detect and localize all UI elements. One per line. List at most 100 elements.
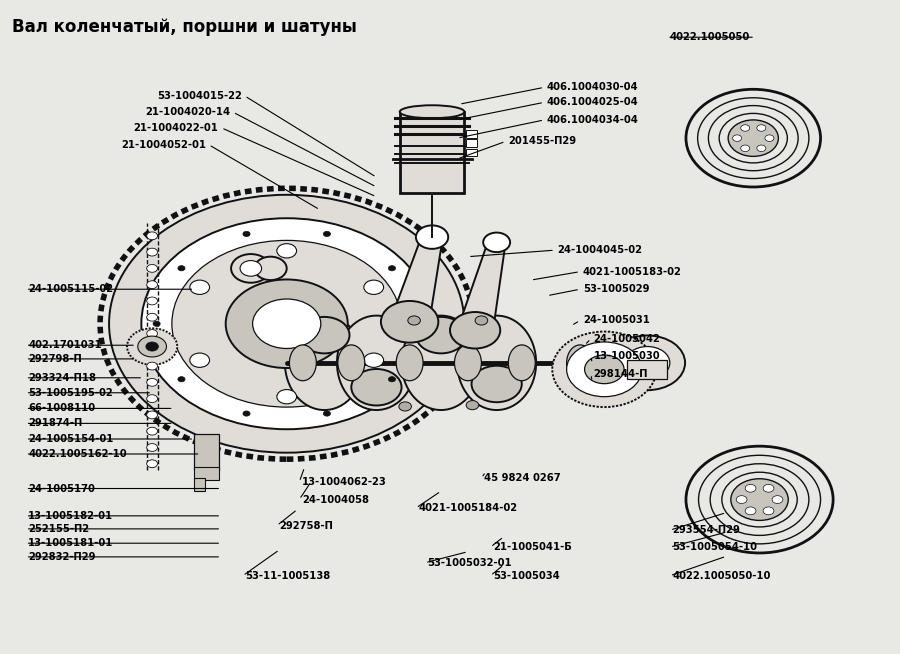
Ellipse shape [401, 316, 481, 410]
Text: 53-1005034: 53-1005034 [493, 571, 560, 581]
Circle shape [178, 266, 185, 271]
Circle shape [226, 279, 347, 368]
Text: 21-1005041-Б: 21-1005041-Б [493, 542, 572, 552]
Bar [466, 139, 477, 146]
Circle shape [147, 232, 158, 240]
Ellipse shape [290, 345, 316, 381]
Circle shape [585, 355, 624, 384]
Circle shape [323, 232, 330, 237]
Circle shape [147, 346, 158, 354]
Circle shape [728, 120, 778, 156]
Bar [400, 112, 464, 193]
Circle shape [147, 443, 158, 451]
Polygon shape [457, 243, 506, 330]
Text: 406.1004030-04: 406.1004030-04 [547, 82, 638, 92]
Circle shape [475, 316, 488, 325]
Bar [194, 434, 220, 470]
Circle shape [146, 342, 158, 351]
Text: Вал коленчатый, поршни и шатуны: Вал коленчатый, поршни и шатуны [13, 18, 357, 36]
Text: 292758-П: 292758-П [280, 521, 333, 530]
Circle shape [472, 366, 522, 402]
Polygon shape [390, 237, 443, 322]
Circle shape [190, 353, 210, 368]
Text: 252155-П2: 252155-П2 [28, 524, 89, 534]
Text: 53-1005029: 53-1005029 [583, 284, 649, 294]
Ellipse shape [338, 345, 364, 381]
Circle shape [138, 336, 166, 357]
Circle shape [253, 299, 320, 349]
Circle shape [763, 485, 774, 492]
Text: 13-1005181-01: 13-1005181-01 [28, 538, 113, 548]
Circle shape [147, 313, 158, 321]
Ellipse shape [567, 345, 594, 381]
Circle shape [745, 485, 756, 492]
Circle shape [450, 312, 500, 349]
Circle shape [609, 336, 685, 390]
Circle shape [741, 125, 750, 131]
Circle shape [255, 256, 287, 280]
Text: 21-1004020-14: 21-1004020-14 [145, 107, 230, 117]
Circle shape [351, 369, 401, 405]
Text: 406.1004025-04: 406.1004025-04 [547, 97, 639, 107]
Ellipse shape [508, 345, 536, 381]
Text: 24-1004045-02: 24-1004045-02 [558, 245, 643, 255]
Circle shape [109, 195, 464, 453]
Circle shape [364, 280, 383, 294]
Text: 291874-П: 291874-П [28, 419, 83, 428]
Bar [466, 130, 477, 138]
Ellipse shape [457, 316, 536, 410]
Ellipse shape [400, 105, 464, 118]
Text: 53-1005195-02: 53-1005195-02 [28, 388, 113, 398]
Ellipse shape [285, 316, 364, 410]
Circle shape [147, 281, 158, 288]
Text: 201455-П29: 201455-П29 [508, 137, 576, 146]
Text: 24-1005154-01: 24-1005154-01 [28, 434, 113, 444]
Circle shape [731, 479, 788, 521]
Bar [194, 478, 205, 491]
Circle shape [147, 460, 158, 468]
Circle shape [413, 321, 420, 326]
Text: 402.1701031: 402.1701031 [28, 340, 102, 351]
Ellipse shape [396, 345, 423, 381]
Circle shape [147, 297, 158, 305]
Circle shape [178, 377, 185, 382]
Text: 4021-1005184-02: 4021-1005184-02 [418, 503, 518, 513]
Text: 53-1005032-01: 53-1005032-01 [428, 558, 512, 568]
Text: 293324-П18: 293324-П18 [28, 373, 96, 383]
Bar [466, 148, 477, 156]
Bar [626, 360, 667, 379]
Text: 13-1005182-01: 13-1005182-01 [28, 511, 113, 521]
Circle shape [381, 301, 438, 343]
Text: 24-1005042: 24-1005042 [594, 334, 661, 344]
Ellipse shape [337, 316, 416, 410]
Text: 406.1004034-04: 406.1004034-04 [547, 115, 639, 125]
Circle shape [483, 233, 510, 252]
Text: 13-1005030: 13-1005030 [594, 351, 661, 361]
Circle shape [765, 135, 774, 141]
Text: 21-1004022-01: 21-1004022-01 [133, 123, 219, 133]
Text: 21-1004052-01: 21-1004052-01 [121, 140, 206, 150]
Circle shape [408, 316, 420, 325]
Text: 4022.1005162-10: 4022.1005162-10 [28, 449, 127, 459]
Circle shape [243, 232, 250, 237]
Circle shape [240, 260, 262, 276]
Circle shape [147, 427, 158, 435]
Text: 24-1004058: 24-1004058 [302, 494, 369, 505]
Circle shape [399, 402, 411, 411]
Circle shape [772, 496, 783, 504]
Text: 13-1004062-23: 13-1004062-23 [302, 477, 387, 487]
Text: 53-1004015-22: 53-1004015-22 [157, 91, 242, 101]
Text: 292832-П29: 292832-П29 [28, 552, 95, 562]
Text: 292798-П: 292798-П [28, 354, 82, 364]
Text: 45 9824 0267: 45 9824 0267 [484, 473, 561, 483]
Circle shape [625, 347, 670, 379]
Circle shape [147, 379, 158, 387]
Circle shape [147, 411, 158, 419]
Circle shape [389, 266, 395, 271]
Circle shape [147, 249, 158, 256]
Bar [194, 467, 220, 480]
Circle shape [277, 390, 297, 404]
Circle shape [243, 411, 250, 416]
Text: 298144-П: 298144-П [594, 369, 648, 379]
Circle shape [745, 507, 756, 515]
